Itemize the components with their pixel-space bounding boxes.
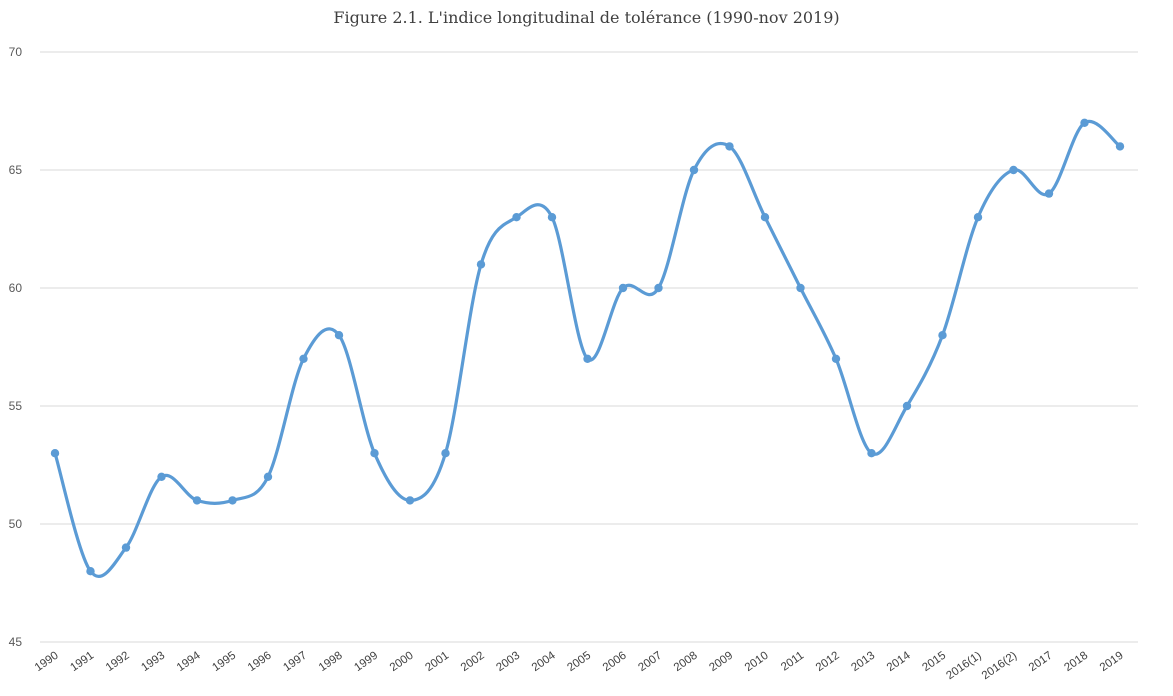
x-tick-label: 1999 xyxy=(352,650,380,675)
y-tick-label: 60 xyxy=(9,281,23,295)
x-tick-label: 2012 xyxy=(814,650,842,675)
x-tick-label: 2007 xyxy=(636,650,664,675)
data-point xyxy=(228,496,237,505)
y-tick-label: 45 xyxy=(9,635,23,649)
data-point xyxy=(654,283,663,293)
x-tick-label: 1994 xyxy=(175,649,203,674)
data-point xyxy=(512,213,521,222)
x-tick-label: 2002 xyxy=(459,650,487,675)
data-point xyxy=(689,165,699,175)
data-point xyxy=(334,331,344,340)
data-point xyxy=(583,354,592,363)
x-tick-label: 2018 xyxy=(1062,650,1090,675)
data-point xyxy=(1080,118,1089,128)
x-tick-label: 1997 xyxy=(281,650,309,675)
data-point xyxy=(547,213,557,222)
y-tick-label: 70 xyxy=(9,45,23,59)
x-tick-label: 1990 xyxy=(33,650,61,675)
data-point xyxy=(370,449,379,458)
x-tick-label: 2013 xyxy=(849,650,877,675)
data-point xyxy=(299,354,308,363)
data-point xyxy=(157,472,166,481)
x-tick-label: 2000 xyxy=(388,650,416,675)
data-point xyxy=(796,283,805,293)
data-point xyxy=(263,472,273,481)
x-tick-label: 1993 xyxy=(139,650,167,675)
data-point xyxy=(760,213,770,222)
x-tick-label: 2003 xyxy=(494,650,522,675)
x-tick-label: 2011 xyxy=(779,650,806,674)
data-point xyxy=(1115,142,1125,151)
data-point xyxy=(192,496,202,505)
x-tick-label: 2016(2) xyxy=(980,650,1019,683)
x-tick-label: 1991 xyxy=(68,650,96,675)
x-tick-label: 2015 xyxy=(920,650,948,675)
y-tick-label: 55 xyxy=(9,399,23,413)
x-tick-label: 2014 xyxy=(885,649,913,674)
x-tick-label: 2001 xyxy=(423,650,451,675)
x-tick-label: 2006 xyxy=(601,650,629,675)
data-point xyxy=(1009,165,1018,175)
x-tick-label: 2008 xyxy=(672,650,700,675)
x-tick-label: 1996 xyxy=(246,650,274,675)
y-tick-label: 50 xyxy=(9,517,23,531)
x-tick-label: 1992 xyxy=(104,650,132,675)
data-point xyxy=(618,283,628,293)
data-point xyxy=(86,567,95,576)
chart-title: Figure 2.1. L'indice longitudinal de tol… xyxy=(333,8,840,27)
data-point xyxy=(476,260,486,269)
x-tick-label: 1998 xyxy=(317,650,345,675)
x-tick-label: 2019 xyxy=(1098,650,1126,675)
data-point xyxy=(441,449,450,458)
data-point xyxy=(121,543,131,552)
x-tick-label: 2010 xyxy=(743,650,771,675)
x-tick-label: 2016(1) xyxy=(944,650,983,683)
data-point xyxy=(725,142,734,151)
x-tick-label: 2017 xyxy=(1027,650,1055,675)
data-point xyxy=(867,449,876,458)
x-tick-label: 2009 xyxy=(707,650,735,675)
data-point xyxy=(50,449,60,458)
y-tick-label: 65 xyxy=(9,163,23,177)
x-tick-label: 2004 xyxy=(530,649,558,674)
x-tick-label: 2005 xyxy=(565,650,593,675)
data-point xyxy=(1044,189,1054,198)
data-point xyxy=(902,401,912,411)
series-line-0 xyxy=(53,119,1122,578)
data-point xyxy=(973,213,983,222)
x-tick-label: 1995 xyxy=(210,650,238,675)
data-point xyxy=(831,354,841,363)
data-point xyxy=(405,496,415,505)
data-point xyxy=(938,331,947,340)
